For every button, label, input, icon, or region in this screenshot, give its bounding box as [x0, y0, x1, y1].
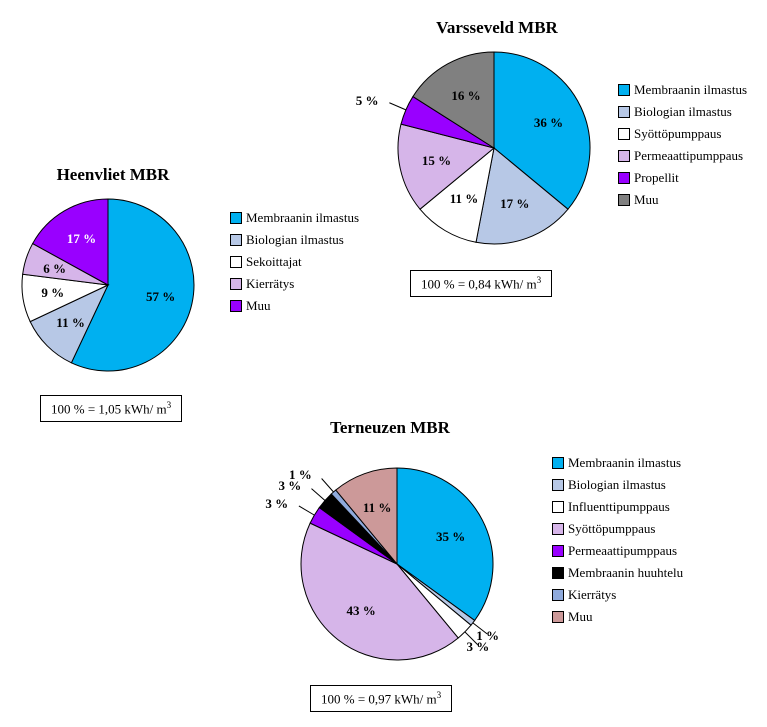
legend-label: Biologian ilmastus: [246, 232, 344, 248]
legend-label: Muu: [634, 192, 659, 208]
pie-terneuzen: 35 %1 %3 %43 %3 %3 %1 %11 %: [265, 446, 525, 666]
legend-item: Kierrätys: [230, 276, 359, 292]
legend-swatch: [230, 300, 242, 312]
legend-item: Syöttöpumppaus: [618, 126, 747, 142]
leader-line: [322, 478, 334, 492]
chart-title-varsseveld: Varsseveld MBR: [382, 18, 612, 38]
legend-swatch: [552, 589, 564, 601]
caption-sup-terneuzen: 3: [437, 690, 442, 700]
slice-label: 6 %: [43, 261, 66, 277]
slice-label: 57 %: [146, 289, 175, 305]
chart-terneuzen: Terneuzen MBR 35 %1 %3 %43 %3 %3 %1 %11 …: [265, 418, 515, 666]
chart-title-terneuzen: Terneuzen MBR: [265, 418, 515, 438]
legend-swatch: [230, 256, 242, 268]
legend-swatch: [618, 150, 630, 162]
legend-swatch: [230, 278, 242, 290]
legend-item: Membraanin ilmastus: [230, 210, 359, 226]
legend-swatch: [552, 611, 564, 623]
slice-label: 1 %: [289, 467, 312, 483]
legend-item: Permeaattipumppaus: [618, 148, 747, 164]
legend-label: Membraanin ilmastus: [246, 210, 359, 226]
slice-label: 11 %: [56, 315, 85, 331]
legend-label: Sekoittajat: [246, 254, 302, 270]
legend-item: Muu: [230, 298, 359, 314]
legend-label: Permeaattipumppaus: [568, 543, 677, 559]
legend-label: Muu: [246, 298, 271, 314]
legend-swatch: [230, 234, 242, 246]
legend-swatch: [618, 106, 630, 118]
slice-label: 11 %: [450, 191, 479, 207]
slice-label: 43 %: [347, 603, 376, 619]
legend-label: Permeaattipumppaus: [634, 148, 743, 164]
slice-label: 3 %: [265, 496, 288, 512]
legend-item: Syöttöpumppaus: [552, 521, 683, 537]
legend-terneuzen: Membraanin ilmastus Biologian ilmastus Inf…: [552, 455, 683, 631]
leader-line: [299, 506, 314, 515]
legend-label: Syöttöpumppaus: [634, 126, 721, 142]
legend-label: Biologian ilmastus: [634, 104, 732, 120]
chart-title-heenvliet: Heenvliet MBR: [8, 165, 218, 185]
legend-swatch: [230, 212, 242, 224]
caption-sup-varsseveld: 3: [537, 275, 542, 285]
pie-varsseveld: 36 %17 %11 %15 %5 %16 %: [382, 46, 602, 246]
caption-sup-heenvliet: 3: [167, 400, 172, 410]
legend-swatch: [552, 501, 564, 513]
legend-swatch: [618, 128, 630, 140]
caption-text-heenvliet: 100 % = 1,05 kWh/ m: [51, 401, 167, 416]
legend-swatch: [552, 567, 564, 579]
legend-item: Membraanin huuhtelu: [552, 565, 683, 581]
legend-item: Membraanin ilmastus: [618, 82, 747, 98]
slice-label: 17 %: [67, 231, 96, 247]
leader-line: [311, 489, 325, 501]
legend-item: Muu: [552, 609, 683, 625]
slice-label: 9 %: [41, 285, 64, 301]
legend-varsseveld: Membraanin ilmastus Biologian ilmastus Syö…: [618, 82, 747, 214]
slice-label: 35 %: [436, 529, 465, 545]
legend-label: Influenttipumppaus: [568, 499, 670, 515]
legend-item: Propellit: [618, 170, 747, 186]
legend-label: Membraanin ilmastus: [568, 455, 681, 471]
caption-varsseveld: 100 % = 0,84 kWh/ m3: [410, 270, 552, 297]
chart-varsseveld: Varsseveld MBR 36 %17 %11 %15 %5 %16 %: [382, 18, 612, 246]
legend-label: Muu: [568, 609, 593, 625]
legend-label: Biologian ilmastus: [568, 477, 666, 493]
legend-swatch: [552, 457, 564, 469]
slice-label: 15 %: [422, 153, 451, 169]
legend-item: Membraanin ilmastus: [552, 455, 683, 471]
legend-item: Permeaattipumppaus: [552, 543, 683, 559]
legend-label: Propellit: [634, 170, 679, 186]
slice-label: 5 %: [356, 93, 379, 109]
pie-heenvliet: 57 % 11 % 9 % 6 %17 %: [8, 193, 208, 373]
slice-label: 16 %: [451, 88, 480, 104]
legend-swatch: [552, 479, 564, 491]
legend-label: Membraanin ilmastus: [634, 82, 747, 98]
chart-heenvliet: Heenvliet MBR 57 % 11 % 9 % 6 %17 %: [8, 165, 218, 373]
legend-swatch: [618, 172, 630, 184]
legend-swatch: [552, 545, 564, 557]
legend-swatch: [618, 194, 630, 206]
legend-label: Kierrätys: [246, 276, 294, 292]
legend-item: Biologian ilmastus: [230, 232, 359, 248]
legend-item: Biologian ilmastus: [552, 477, 683, 493]
legend-item: Kierrätys: [552, 587, 683, 603]
legend-swatch: [552, 523, 564, 535]
legend-swatch: [618, 84, 630, 96]
slice-label: 36 %: [534, 115, 563, 131]
legend-item: Sekoittajat: [230, 254, 359, 270]
slice-label: 3 %: [466, 639, 489, 655]
caption-terneuzen: 100 % = 0,97 kWh/ m3: [310, 685, 452, 712]
legend-label: Membraanin huuhtelu: [568, 565, 683, 581]
slice-label: 11 %: [363, 500, 392, 516]
legend-label: Kierrätys: [568, 587, 616, 603]
leader-line: [389, 103, 406, 110]
legend-item: Muu: [618, 192, 747, 208]
slice-label: 17 %: [500, 196, 529, 212]
legend-heenvliet: Membraanin ilmastus Biologian ilmastus Sek…: [230, 210, 359, 320]
caption-heenvliet: 100 % = 1,05 kWh/ m3: [40, 395, 182, 422]
legend-item: Biologian ilmastus: [618, 104, 747, 120]
legend-label: Syöttöpumppaus: [568, 521, 655, 537]
legend-item: Influenttipumppaus: [552, 499, 683, 515]
caption-text-terneuzen: 100 % = 0,97 kWh/ m: [321, 691, 437, 706]
caption-text-varsseveld: 100 % = 0,84 kWh/ m: [421, 276, 537, 291]
